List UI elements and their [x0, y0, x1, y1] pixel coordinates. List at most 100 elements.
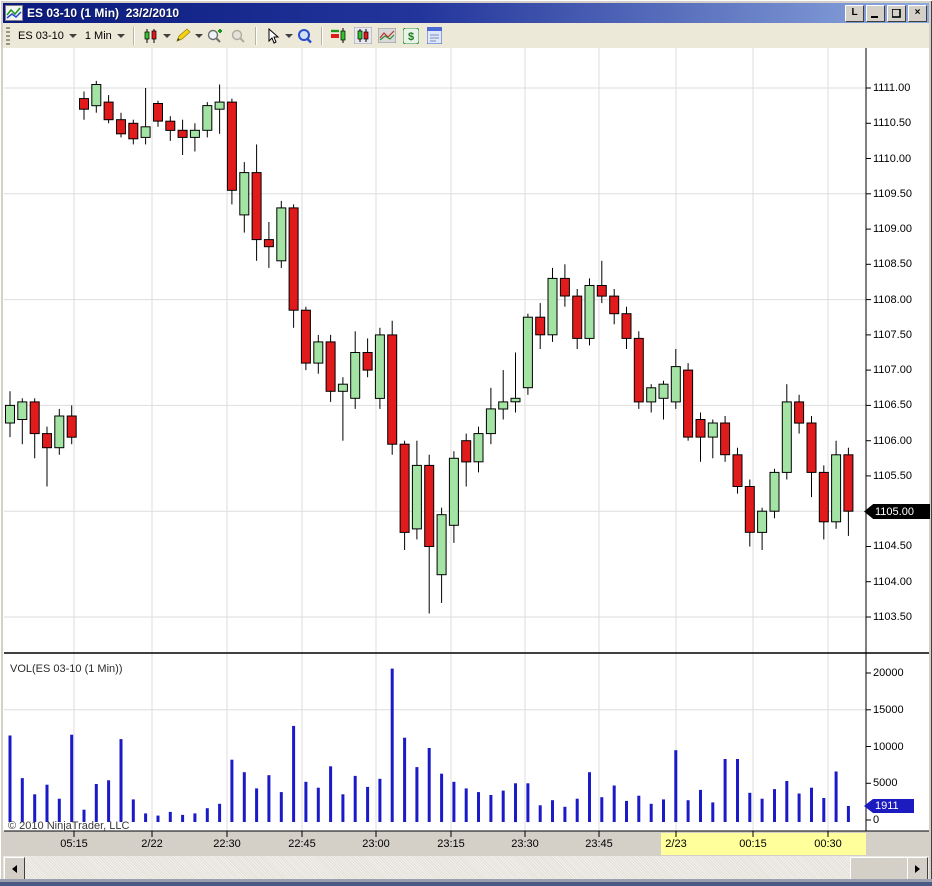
- candle-body[interactable]: [42, 433, 52, 449]
- volume-bar[interactable]: [612, 785, 616, 823]
- volume-bar[interactable]: [131, 799, 135, 822]
- candle-body[interactable]: [276, 207, 287, 262]
- volume-bar[interactable]: [662, 799, 665, 822]
- volume-bar[interactable]: [33, 794, 37, 822]
- candle-body[interactable]: [313, 341, 324, 364]
- volume-bar[interactable]: [329, 766, 333, 822]
- candle-body[interactable]: [695, 419, 706, 438]
- volume-bar[interactable]: [846, 806, 850, 822]
- toolbar-grip[interactable]: [6, 26, 10, 45]
- chart-style-button[interactable]: [140, 25, 162, 46]
- volume-bar[interactable]: [45, 784, 49, 822]
- volume-bar[interactable]: [144, 813, 148, 822]
- candle-body[interactable]: [91, 84, 102, 107]
- volume-bar[interactable]: [107, 780, 111, 822]
- candle-body[interactable]: [165, 120, 176, 131]
- indicator-button[interactable]: [328, 25, 350, 46]
- candle-body[interactable]: [226, 101, 237, 191]
- volume-bar[interactable]: [292, 725, 296, 822]
- volume-bar[interactable]: [625, 800, 628, 822]
- volume-bar[interactable]: [440, 773, 444, 822]
- volume-bar[interactable]: [649, 803, 653, 822]
- volume-bar[interactable]: [193, 813, 197, 822]
- volume-bar[interactable]: [834, 771, 838, 823]
- candle-body[interactable]: [485, 408, 496, 435]
- crosshair-button[interactable]: [294, 25, 316, 46]
- candle-body[interactable]: [362, 352, 373, 371]
- candle-body[interactable]: [572, 295, 583, 339]
- candle-body[interactable]: [461, 440, 472, 463]
- volume-bar[interactable]: [810, 787, 813, 822]
- candle-body[interactable]: [794, 401, 805, 424]
- candle-body[interactable]: [596, 285, 607, 297]
- volume-bar[interactable]: [230, 759, 234, 822]
- volume-bar[interactable]: [427, 748, 431, 822]
- volume-bar[interactable]: [452, 781, 456, 822]
- snapshot-button[interactable]: [376, 25, 398, 46]
- volume-bar[interactable]: [205, 808, 209, 822]
- volume-bar[interactable]: [538, 805, 542, 822]
- candle-body[interactable]: [350, 352, 361, 399]
- candle-body[interactable]: [498, 401, 509, 410]
- volume-bar[interactable]: [20, 778, 24, 822]
- interval-selector[interactable]: 1 Min: [81, 28, 129, 44]
- volume-bar[interactable]: [501, 790, 505, 822]
- volume-bar[interactable]: [637, 795, 641, 822]
- title-bar[interactable]: ES 03-10 (1 Min) 23/2/2010 L ×: [3, 3, 929, 23]
- zoom-out-button[interactable]: [228, 25, 250, 46]
- volume-bar[interactable]: [82, 809, 86, 822]
- volume-bar[interactable]: [748, 792, 752, 822]
- volume-bar[interactable]: [699, 789, 702, 822]
- candle-body[interactable]: [436, 514, 447, 576]
- candle-body[interactable]: [116, 119, 126, 135]
- volume-bar[interactable]: [279, 792, 283, 822]
- candle-body[interactable]: [732, 454, 743, 487]
- volume-bar[interactable]: [70, 734, 74, 822]
- volume-bar[interactable]: [415, 767, 419, 822]
- volume-bar[interactable]: [563, 806, 567, 822]
- volume-bar[interactable]: [588, 772, 591, 822]
- candle-body[interactable]: [424, 464, 435, 547]
- candle-body[interactable]: [189, 129, 200, 138]
- candle-body[interactable]: [411, 464, 422, 530]
- candle-body[interactable]: [707, 422, 718, 438]
- candle-body[interactable]: [288, 207, 299, 311]
- horizontal-scrollbar[interactable]: [3, 856, 929, 880]
- candle-body[interactable]: [79, 98, 89, 110]
- volume-bar[interactable]: [242, 772, 246, 822]
- chart-type-button[interactable]: [352, 25, 374, 46]
- candle-body[interactable]: [214, 101, 225, 110]
- candle-body[interactable]: [153, 103, 163, 122]
- volume-bar[interactable]: [575, 798, 579, 822]
- volume-bar[interactable]: [514, 783, 517, 823]
- candle-body[interactable]: [177, 129, 188, 138]
- candle-body[interactable]: [646, 387, 657, 403]
- volume-bar[interactable]: [8, 735, 12, 823]
- candle-body[interactable]: [140, 126, 151, 138]
- volume-bar[interactable]: [711, 802, 715, 822]
- candle-body[interactable]: [103, 101, 114, 121]
- volume-bar[interactable]: [267, 775, 271, 822]
- volume-bar[interactable]: [353, 775, 357, 822]
- candle-body[interactable]: [806, 422, 817, 473]
- volume-bar[interactable]: [181, 814, 185, 822]
- volume-bar[interactable]: [686, 800, 690, 822]
- volume-bar[interactable]: [489, 795, 493, 822]
- scroll-left-button[interactable]: [4, 857, 25, 880]
- candle-body[interactable]: [633, 337, 644, 403]
- chevron-down-icon[interactable]: [284, 33, 293, 38]
- volume-bar[interactable]: [366, 786, 370, 822]
- candle-body[interactable]: [535, 316, 546, 336]
- candle-body[interactable]: [744, 486, 755, 533]
- volume-bar[interactable]: [674, 750, 678, 822]
- volume-bar[interactable]: [822, 798, 826, 822]
- candle-body[interactable]: [473, 433, 484, 463]
- candle-body[interactable]: [559, 277, 570, 297]
- candle-body[interactable]: [757, 510, 768, 533]
- volume-bar[interactable]: [785, 781, 789, 822]
- candle-body[interactable]: [781, 401, 792, 473]
- cursor-button[interactable]: [262, 25, 284, 46]
- volume-bar[interactable]: [736, 759, 739, 822]
- candle-body[interactable]: [325, 341, 336, 392]
- zoom-in-button[interactable]: [204, 25, 226, 46]
